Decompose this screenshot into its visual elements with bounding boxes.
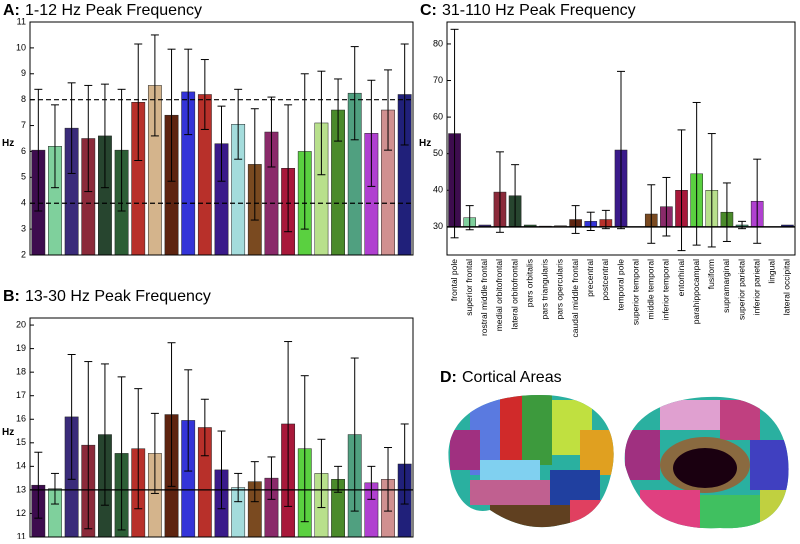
- x-tick-label: inferior temporal: [661, 259, 671, 321]
- y-tick-label: 40: [433, 185, 443, 195]
- plot-frame: [29, 21, 414, 256]
- x-tick-label: superior parietal: [736, 259, 746, 320]
- x-tick-label: supramarginal: [721, 259, 731, 313]
- x-tick-label: superior temporal: [630, 259, 640, 325]
- y-tick-label: 50: [433, 148, 443, 158]
- x-tick-label: rostral middle frontal: [479, 259, 489, 336]
- x-tick-label: caudal middle frontal: [570, 259, 580, 338]
- x-tick-label: precentral: [585, 259, 595, 297]
- x-tick-label: pars orbitalis: [524, 259, 534, 307]
- brain-medial: [624, 396, 789, 529]
- y-tick-label: 60: [433, 111, 443, 121]
- x-tick-label: lingual: [767, 259, 777, 284]
- x-tick-label: medial orbitofrontal: [494, 259, 504, 331]
- plot-frame: [29, 317, 414, 538]
- y-tick-label: 17: [16, 390, 26, 400]
- plot-frame: [446, 21, 796, 256]
- y-tick-label: 4: [21, 198, 26, 208]
- y-tick-label: 13: [16, 484, 26, 494]
- y-tick-label: 9: [21, 68, 26, 78]
- panel-label: D:: [440, 369, 457, 386]
- x-tick-label: superior frontal: [464, 259, 474, 316]
- y-tick-label: 6: [21, 146, 26, 156]
- y-tick-label: 3: [21, 223, 26, 233]
- y-tick-label: 70: [433, 75, 443, 85]
- x-tick-label: pars opercularis: [555, 259, 565, 319]
- y-tick-label: 80: [433, 38, 443, 48]
- panel-label: A:: [3, 2, 20, 19]
- y-axis-label: Hz: [2, 427, 14, 438]
- y-tick-label: 11: [17, 531, 26, 539]
- y-tick-label: 10: [16, 42, 26, 52]
- y-tick-label: 14: [16, 461, 26, 471]
- brain-lateral: [448, 395, 614, 528]
- x-tick-label: frontal pole: [449, 259, 459, 301]
- x-tick-label: inferior parietal: [751, 259, 761, 315]
- y-tick-label: 8: [21, 94, 26, 104]
- y-tick-label: 12: [16, 508, 26, 518]
- chart-title: 1-12 Hz Peak Frequency: [25, 2, 202, 19]
- y-tick-label: 15: [16, 437, 26, 447]
- panel-label: C:: [420, 2, 437, 19]
- x-tick-label: pars triangularis: [540, 259, 550, 319]
- x-tick-label: lateral orbitofrontal: [509, 259, 519, 330]
- x-tick-label: fusiform: [706, 259, 716, 289]
- y-tick-label: 20: [16, 319, 26, 329]
- x-tick-label: entorhinal: [676, 259, 686, 296]
- chart-title: 13-30 Hz Peak Frequency: [25, 288, 211, 305]
- panel-label: B:: [3, 288, 20, 305]
- panel-title: Cortical Areas: [462, 369, 562, 386]
- y-tick-label: 30: [433, 221, 443, 231]
- y-axis-label: Hz: [419, 138, 431, 149]
- x-tick-label: temporal pole: [615, 259, 625, 311]
- x-tick-label: parahippocampal: [691, 259, 701, 324]
- y-tick-label: 11: [17, 16, 26, 26]
- y-tick-label: 19: [16, 343, 26, 353]
- y-tick-label: 7: [21, 120, 26, 130]
- y-tick-label: 2: [21, 249, 26, 259]
- x-tick-label: postcentral: [600, 259, 610, 301]
- y-tick-label: 16: [16, 414, 26, 424]
- y-tick-label: 5: [21, 172, 26, 182]
- x-tick-label: lateral occipital: [782, 259, 792, 315]
- y-axis-label: Hz: [2, 138, 14, 149]
- y-tick-label: 18: [16, 367, 26, 377]
- chart-title: 31-110 Hz Peak Frequency: [442, 2, 636, 19]
- x-tick-label: middle temporal: [646, 259, 656, 320]
